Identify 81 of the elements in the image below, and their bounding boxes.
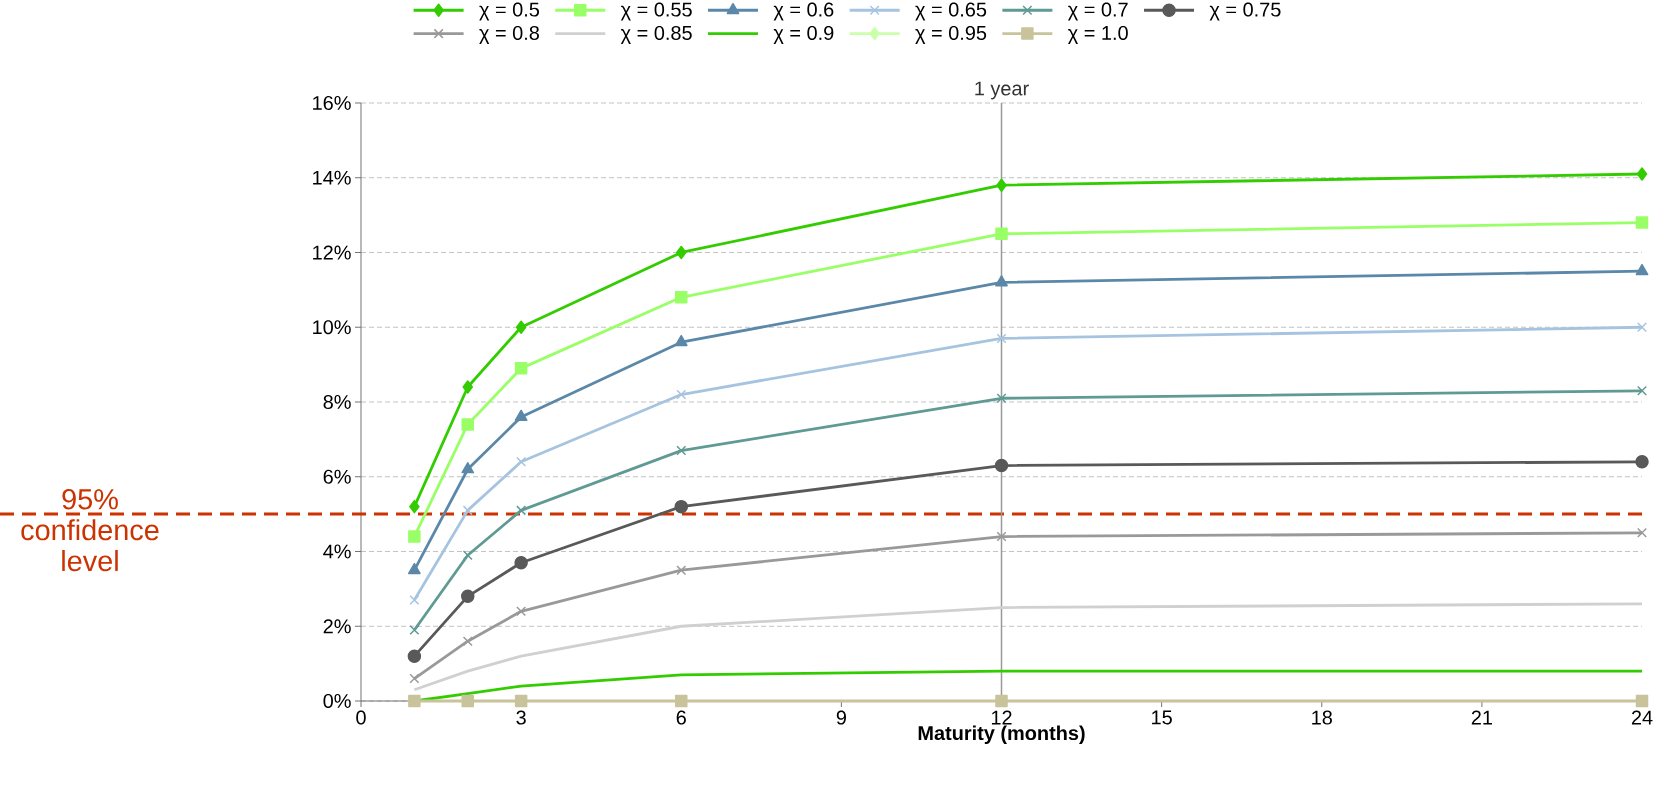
point bbox=[995, 694, 1008, 708]
point bbox=[676, 565, 687, 576]
point bbox=[1637, 385, 1648, 396]
point bbox=[996, 333, 1007, 344]
legend-label: χ = 0.75 bbox=[1209, 2, 1281, 21]
point bbox=[674, 499, 688, 514]
point bbox=[462, 550, 473, 561]
point bbox=[675, 291, 688, 304]
point bbox=[1635, 694, 1649, 708]
legend-label: χ = 1.0 bbox=[1067, 25, 1128, 44]
point bbox=[1637, 527, 1648, 538]
y-tick-label: 12% bbox=[313, 245, 351, 260]
x-tick-label: 3 bbox=[516, 710, 526, 725]
x-tick-label: 21 bbox=[1471, 710, 1492, 725]
point bbox=[408, 694, 421, 708]
point bbox=[408, 562, 421, 575]
y-tick-label: 6% bbox=[323, 469, 351, 484]
y-tick-label: 14% bbox=[313, 170, 351, 185]
point bbox=[462, 380, 473, 394]
y-tick-label: 2% bbox=[323, 619, 351, 634]
y-tick-label: 10% bbox=[313, 320, 351, 335]
point bbox=[409, 595, 420, 606]
point bbox=[514, 409, 528, 421]
point bbox=[676, 445, 687, 456]
point bbox=[462, 505, 473, 516]
point bbox=[408, 530, 421, 543]
x-tick-label: 0 bbox=[356, 710, 366, 725]
point bbox=[514, 362, 528, 375]
x-tick-label: 12 bbox=[991, 710, 1012, 725]
line-series bbox=[412, 602, 1644, 692]
point bbox=[1635, 263, 1649, 276]
point bbox=[995, 227, 1008, 241]
point bbox=[995, 275, 1008, 287]
point bbox=[461, 418, 474, 431]
point bbox=[1635, 455, 1649, 469]
y-tick-label: 0% bbox=[323, 693, 351, 709]
point bbox=[1637, 322, 1648, 333]
point bbox=[461, 694, 474, 708]
point bbox=[461, 589, 475, 604]
legend-label: χ = 0.9 bbox=[773, 25, 834, 44]
point bbox=[994, 458, 1009, 473]
point bbox=[461, 462, 475, 474]
ref-line-label: 95% confidence level bbox=[21, 489, 159, 572]
point bbox=[516, 606, 527, 617]
x-tick-label: 24 bbox=[1631, 710, 1653, 725]
legend-label: χ = 0.6 bbox=[773, 2, 834, 21]
y-tick-label: 8% bbox=[323, 394, 351, 410]
ref-line-label: 1 year bbox=[975, 81, 1029, 100]
legend-label: χ = 0.8 bbox=[479, 25, 539, 44]
point bbox=[1636, 167, 1648, 181]
y-tick-label: 4% bbox=[323, 544, 351, 559]
point bbox=[409, 673, 420, 684]
y-tick-label: 16% bbox=[313, 95, 351, 111]
point bbox=[674, 334, 688, 347]
point bbox=[1635, 216, 1649, 229]
point bbox=[514, 555, 528, 570]
point bbox=[676, 389, 687, 400]
point bbox=[514, 694, 528, 708]
legend-label: χ = 0.7 bbox=[1067, 2, 1128, 21]
x-tick-label: 9 bbox=[836, 710, 846, 725]
point bbox=[407, 649, 422, 663]
x-tick-label: 15 bbox=[1152, 710, 1172, 725]
point bbox=[996, 178, 1007, 192]
legend-label: χ = 0.65 bbox=[915, 2, 987, 21]
point bbox=[516, 456, 527, 467]
x-tick-label: 18 bbox=[1312, 710, 1332, 725]
point bbox=[516, 505, 527, 516]
legend-label: χ = 0.95 bbox=[915, 25, 987, 44]
point bbox=[996, 531, 1007, 542]
point bbox=[409, 499, 420, 514]
legend-label: χ = 0.85 bbox=[620, 25, 692, 44]
point bbox=[675, 694, 688, 708]
legend-label: χ = 0.55 bbox=[620, 2, 692, 21]
point bbox=[515, 320, 527, 334]
point bbox=[409, 624, 420, 635]
x-tick-label: 6 bbox=[676, 710, 686, 725]
x-axis-title: Maturity (months) bbox=[918, 725, 1085, 745]
point bbox=[996, 393, 1007, 404]
legend-label: χ = 0.5 bbox=[479, 2, 540, 21]
point bbox=[462, 636, 473, 647]
point bbox=[676, 245, 687, 260]
